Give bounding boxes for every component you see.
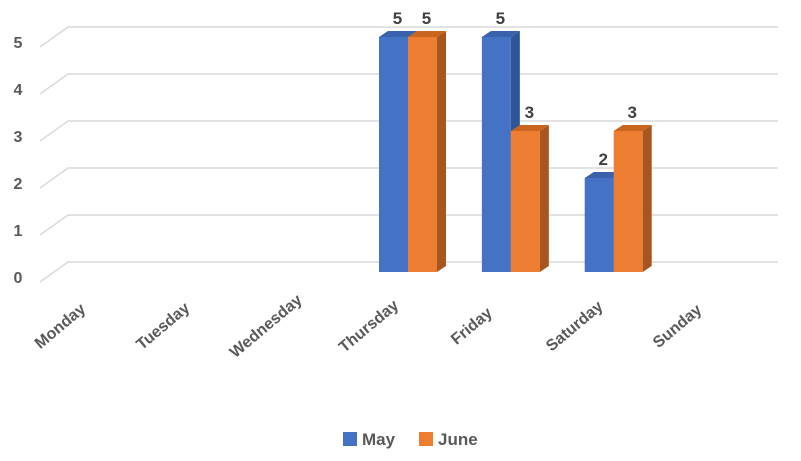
legend-label: May (362, 430, 396, 449)
gridline (39, 26, 778, 48)
x-tick-label: Tuesday (134, 299, 194, 353)
legend-swatch (419, 432, 433, 446)
bar (510, 125, 549, 272)
legend-item: June (419, 430, 478, 449)
bar-front (584, 178, 614, 272)
x-tick-label: Wednesday (227, 291, 306, 361)
bar-side (642, 125, 652, 272)
data-label: 3 (525, 103, 534, 122)
x-tick-label: Thursday (336, 297, 402, 356)
bar-front (510, 131, 540, 272)
bar-side (539, 125, 549, 272)
bar (613, 125, 652, 272)
legend-label: June (438, 430, 478, 449)
data-label: 5 (393, 9, 402, 28)
bar-front (481, 37, 511, 272)
x-tick-label: Friday (448, 305, 496, 349)
bar-top (379, 31, 417, 37)
gridline (39, 73, 778, 95)
bar-top (584, 172, 623, 178)
x-tick-label: Sunday (650, 301, 705, 351)
bar-front (408, 37, 437, 272)
gridline (39, 120, 778, 142)
legend-item: May (343, 430, 396, 449)
y-axis-ticks: 0 1 2 3 4 5 (14, 35, 23, 287)
data-labels: 5 5 5 3 2 3 (393, 9, 637, 169)
y-tick-label: 4 (14, 82, 23, 99)
y-tick-label: 2 (14, 176, 23, 193)
bar-front (379, 37, 408, 272)
bar-top (408, 31, 446, 37)
bar-top (510, 125, 549, 131)
y-tick-label: 5 (14, 35, 23, 52)
bar-side (437, 31, 446, 272)
bar-front (613, 131, 643, 272)
bar-top (613, 125, 652, 131)
bar (408, 31, 446, 272)
y-tick-label: 0 (14, 270, 23, 287)
bar-top (481, 31, 520, 37)
x-tick-label: Monday (32, 301, 89, 353)
x-tick-label: Saturday (543, 298, 606, 355)
data-label: 5 (422, 9, 431, 28)
legend: May June (343, 430, 478, 449)
legend-swatch (343, 432, 357, 446)
data-label: 3 (627, 103, 636, 122)
y-tick-label: 3 (14, 129, 23, 146)
x-axis-ticks: Monday Tuesday Wednesday Thursday Friday Satu… (32, 291, 705, 361)
data-label: 5 (496, 9, 505, 28)
data-label: 2 (598, 150, 607, 169)
bars (379, 31, 652, 272)
y-tick-label: 1 (14, 223, 23, 240)
